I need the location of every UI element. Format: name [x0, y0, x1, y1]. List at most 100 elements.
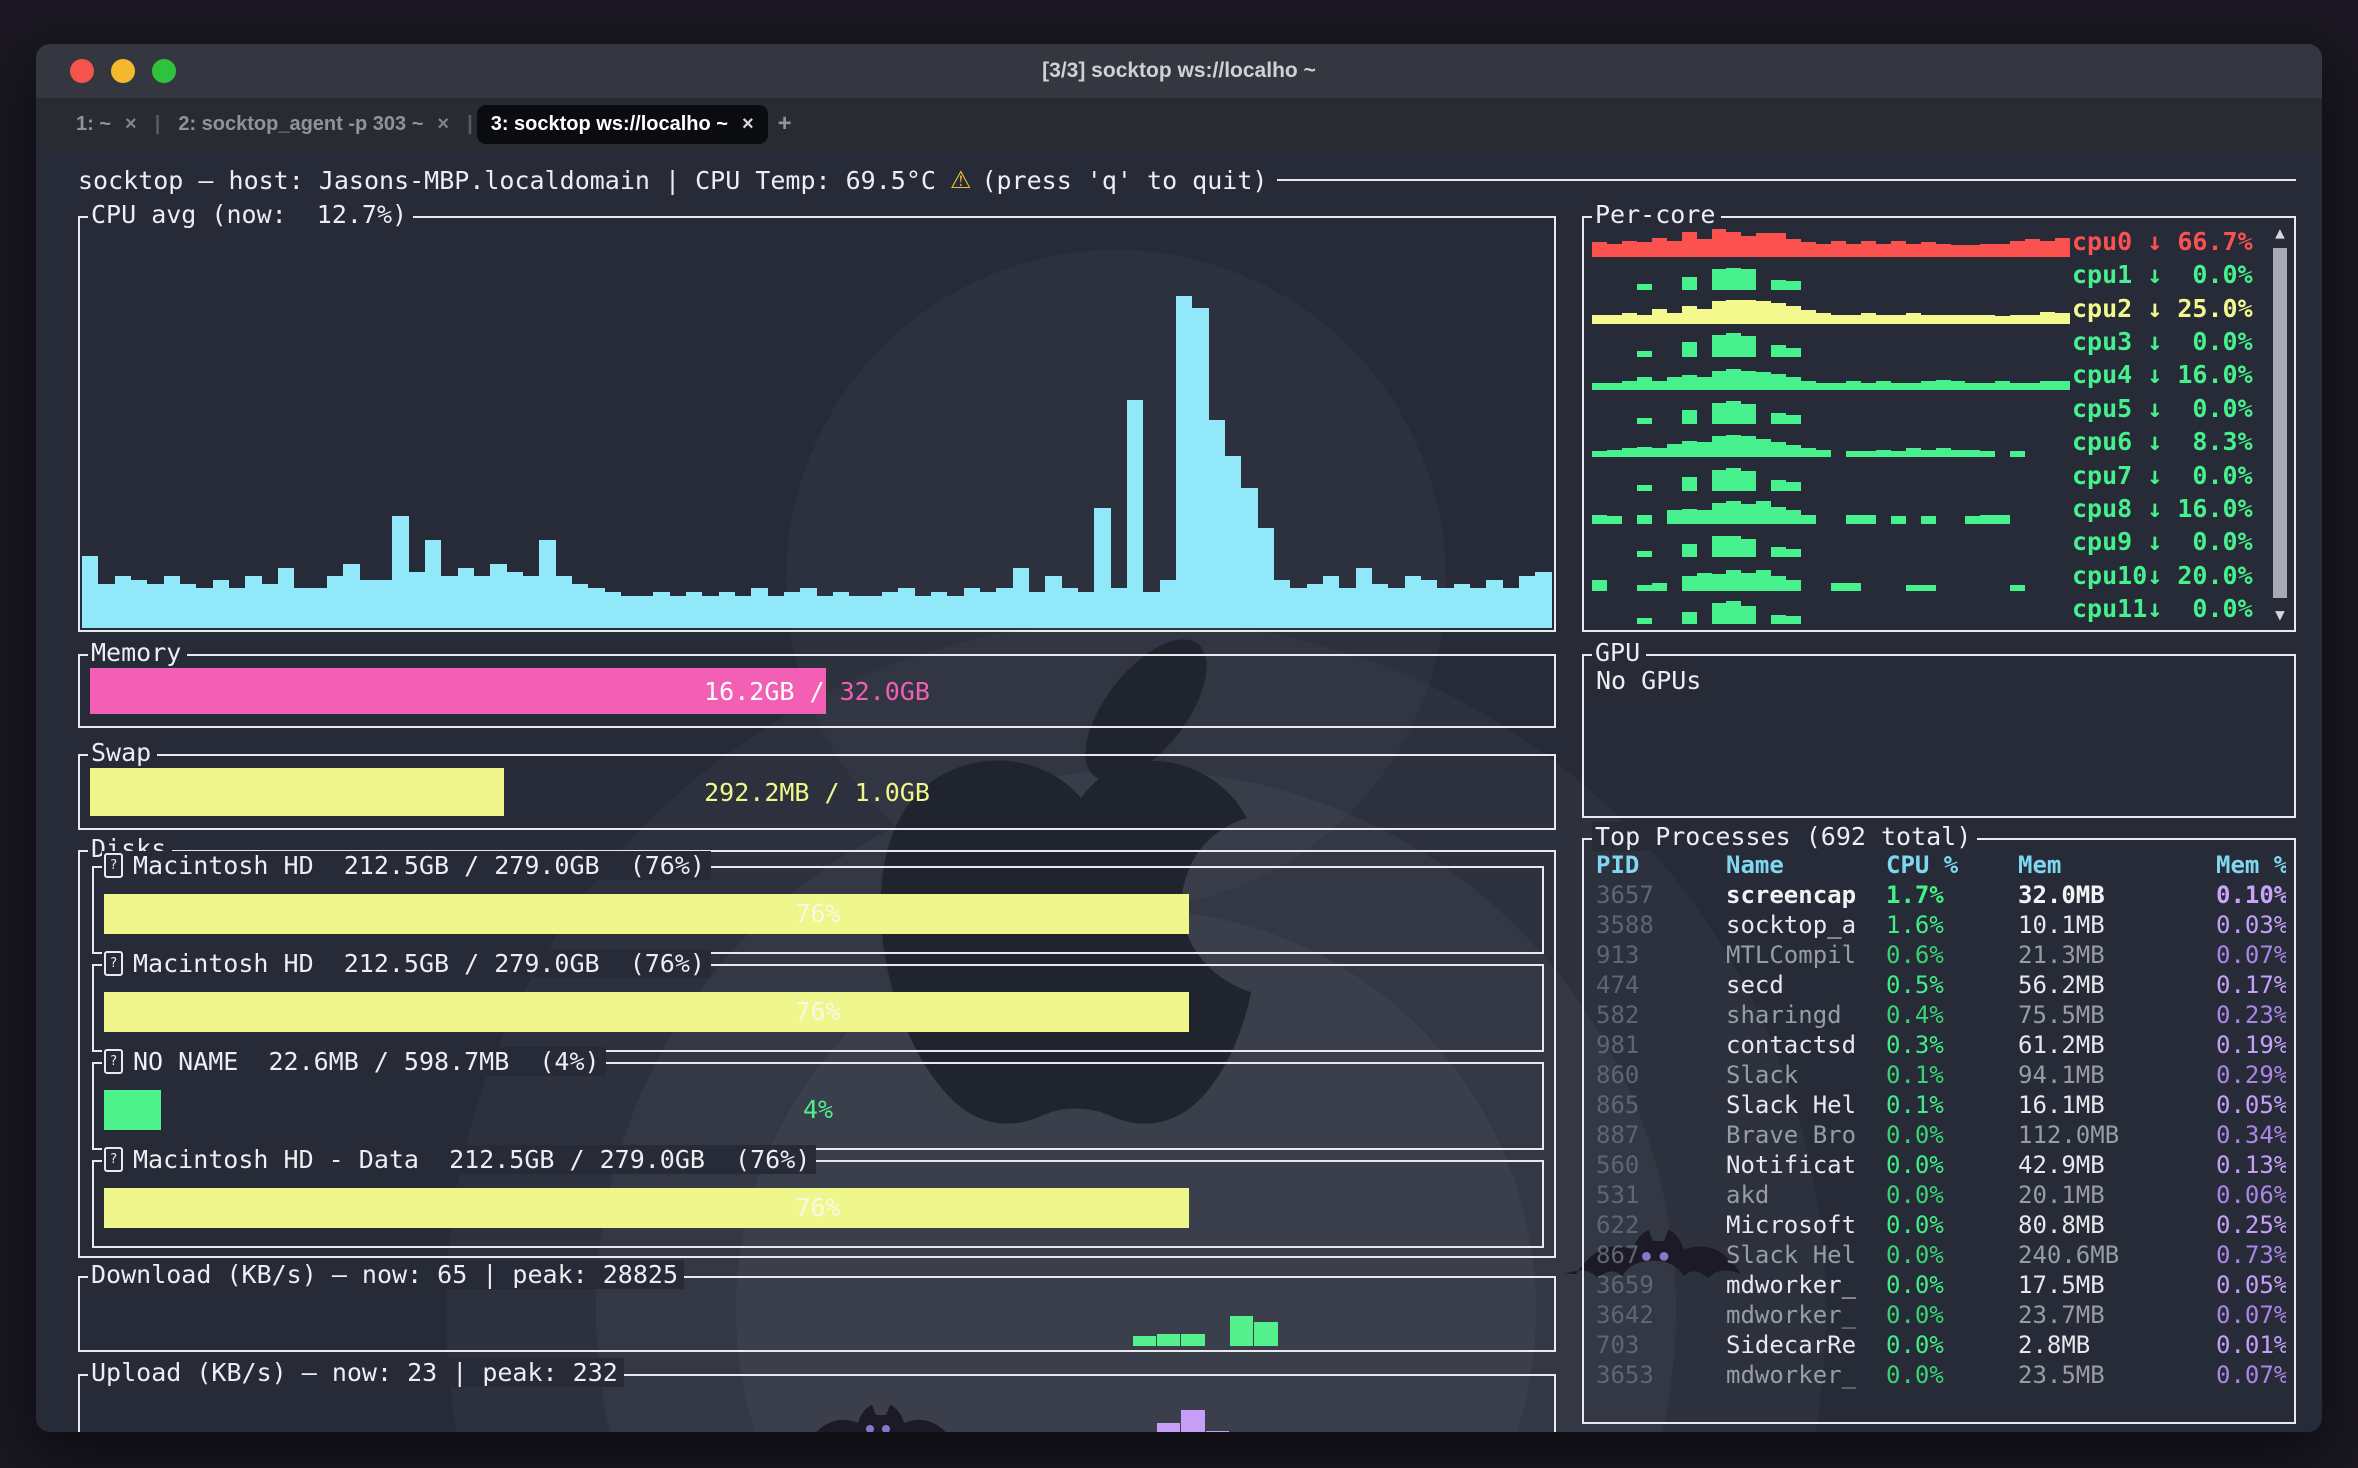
histogram-bar — [653, 592, 669, 628]
sparkline-bar — [1831, 241, 1846, 258]
histogram-bar — [1157, 1423, 1180, 1432]
process-row[interactable]: 531akd0.0%20.1MB0.06% — [1596, 1180, 2286, 1210]
sparkline-bar — [1741, 236, 1756, 257]
sparkline-bar — [1682, 612, 1697, 624]
new-tab-button[interactable]: + — [778, 110, 792, 138]
scroll-down-icon[interactable]: ▼ — [2270, 604, 2290, 626]
terminal-tab-2[interactable]: 2: socktop_agent -p 303 ~× — [164, 105, 463, 144]
memory-gauge-label: 16.2GB / 32.0GB — [90, 668, 1544, 714]
sparkline-bar — [1622, 313, 1637, 324]
minimize-window-button[interactable] — [111, 59, 135, 83]
histogram-bar — [980, 592, 996, 628]
core-row-3: cpu3 ↓ 0.0% — [1592, 326, 2260, 357]
process-row[interactable]: 3642mdworker_0.0%23.7MB0.07% — [1596, 1300, 2286, 1330]
upload-panel: Upload (KB/s) — now: 23 | peak: 232 — [78, 1374, 1556, 1432]
sparkline-bar — [1607, 244, 1622, 258]
sparkline-bar — [1801, 381, 1816, 390]
sparkline-bar — [1652, 309, 1667, 324]
core-label: cpu7 ↓ 0.0% — [2072, 460, 2260, 491]
disk-title: ?NO NAME 22.6MB / 598.7MB (4%) — [102, 1047, 606, 1076]
process-cell-memp: 0.19% — [2216, 1030, 2286, 1060]
sparkline-bar — [1891, 516, 1906, 524]
process-row[interactable]: 3653mdworker_0.0%23.5MB0.07% — [1596, 1360, 2286, 1390]
column-header[interactable]: CPU % — [1886, 850, 2018, 880]
process-cell-name: Brave Bro — [1726, 1120, 1886, 1150]
process-cell-memp: 0.01% — [2216, 1330, 2286, 1360]
core-sparkline — [1592, 360, 2070, 390]
process-row[interactable]: 3659mdworker_0.0%17.5MB0.05% — [1596, 1270, 2286, 1300]
disk-usage-percent: 76% — [104, 1188, 1532, 1228]
histogram-bar — [964, 588, 980, 628]
sparkline-bar — [2055, 238, 2070, 258]
sparkline-bar — [1637, 242, 1652, 257]
sparkline-bar — [1592, 242, 1607, 257]
histogram-bar — [82, 556, 98, 628]
tab-label: 3: socktop ws://localho ~ — [491, 113, 728, 136]
sparkline-bar — [1906, 448, 1921, 457]
terminal-tab-3[interactable]: 3: socktop ws://localho ~ × — [477, 105, 768, 144]
sparkline-bar — [1712, 301, 1727, 324]
sparkline-bar — [2010, 315, 2025, 324]
per-core-rows: cpu0 ↓ 66.7%cpu1 ↓ 0.0%cpu2 ↓ 25.0%cpu3 … — [1592, 226, 2260, 624]
process-row[interactable]: 860Slack0.1%94.1MB0.29% — [1596, 1060, 2286, 1090]
process-row[interactable]: 582sharingd0.4%75.5MB0.23% — [1596, 1000, 2286, 1030]
gpu-message: No GPUs — [1596, 666, 1701, 695]
process-cell-memp: 0.07% — [2216, 1300, 2286, 1330]
sparkline-bar — [1831, 583, 1846, 591]
sparkline-bar — [1726, 333, 1741, 357]
core-label: cpu0 ↓ 66.7% — [2072, 226, 2260, 257]
core-label: cpu11↓ 0.0% — [2072, 593, 2260, 624]
sparkline-bar — [1712, 470, 1727, 491]
process-cell-mem: 23.7MB — [2018, 1300, 2216, 1330]
sparkline-bar — [1637, 551, 1652, 557]
sparkline-bar — [1921, 516, 1936, 524]
histogram-bar — [1133, 1336, 1156, 1347]
histogram-bar — [425, 540, 441, 628]
app-header: socktop — host: Jasons-MBP.localdomain |… — [78, 162, 2296, 198]
sparkline-bar — [1712, 335, 1727, 358]
sparkline-bar — [1726, 401, 1741, 424]
process-cell-pid: 582 — [1596, 1000, 1726, 1030]
process-row[interactable]: 887Brave Bro0.0%112.0MB0.34% — [1596, 1120, 2286, 1150]
sparkline-bar — [1786, 306, 1801, 324]
process-cell-name: sharingd — [1726, 1000, 1886, 1030]
disk-title: ?Macintosh HD 212.5GB / 279.0GB (76%) — [102, 949, 711, 978]
column-header[interactable]: Mem — [2018, 850, 2216, 880]
scrollbar-thumb[interactable] — [2273, 248, 2287, 598]
process-row[interactable]: 865Slack Hel0.1%16.1MB0.05% — [1596, 1090, 2286, 1120]
sparkline-bar — [1771, 576, 1786, 591]
zoom-window-button[interactable] — [152, 59, 176, 83]
process-row[interactable]: 703SidecarRe0.0%2.8MB0.01% — [1596, 1330, 2286, 1360]
close-window-button[interactable] — [70, 59, 94, 83]
tab-close-icon[interactable]: × — [125, 113, 137, 136]
core-label: cpu4 ↓ 16.0% — [2072, 359, 2260, 390]
sparkline-bar — [1741, 504, 1756, 524]
process-row[interactable]: 981contactsd0.3%61.2MB0.19% — [1596, 1030, 2286, 1060]
sparkline-bar — [1741, 404, 1756, 424]
core-row-0: cpu0 ↓ 66.7% — [1592, 226, 2260, 257]
process-row[interactable]: 913MTLCompil0.6%21.3MB0.07% — [1596, 940, 2286, 970]
process-row[interactable]: 3588socktop_a1.6%10.1MB0.03% — [1596, 910, 2286, 940]
histogram-bar — [1388, 588, 1404, 628]
terminal-tab-1[interactable]: 1: ~× — [62, 105, 151, 144]
sparkline-bar — [1771, 233, 1786, 257]
sparkline-bar — [1637, 418, 1652, 424]
cpu-avg-title: CPU avg (now: 12.7%) — [88, 200, 413, 229]
column-header[interactable]: Name — [1726, 850, 1886, 880]
histogram-bar — [1160, 580, 1176, 628]
process-cell-cpu: 0.1% — [1886, 1090, 2018, 1120]
tab-close-icon[interactable]: × — [437, 113, 449, 136]
process-row[interactable]: 560Notificat0.0%42.9MB0.13% — [1596, 1150, 2286, 1180]
per-core-scrollbar[interactable]: ▲ ▼ — [2270, 222, 2290, 626]
tab-close-icon[interactable]: × — [742, 113, 754, 136]
column-header[interactable]: PID — [1596, 850, 1726, 880]
histogram-bar — [262, 584, 278, 628]
process-row[interactable]: 622Microsoft0.0%80.8MB0.25% — [1596, 1210, 2286, 1240]
column-header[interactable]: Mem % — [2216, 850, 2286, 880]
process-cell-memp: 0.07% — [2216, 1360, 2286, 1390]
scroll-up-icon[interactable]: ▲ — [2270, 222, 2290, 244]
process-row[interactable]: 867Slack Hel0.0%240.6MB0.73% — [1596, 1240, 2286, 1270]
process-row[interactable]: 3657screencap1.7%32.0MB0.10% — [1596, 880, 2286, 910]
disk-title: ?Macintosh HD 212.5GB / 279.0GB (76%) — [102, 851, 711, 880]
process-row[interactable]: 474secd0.5%56.2MB0.17% — [1596, 970, 2286, 1000]
